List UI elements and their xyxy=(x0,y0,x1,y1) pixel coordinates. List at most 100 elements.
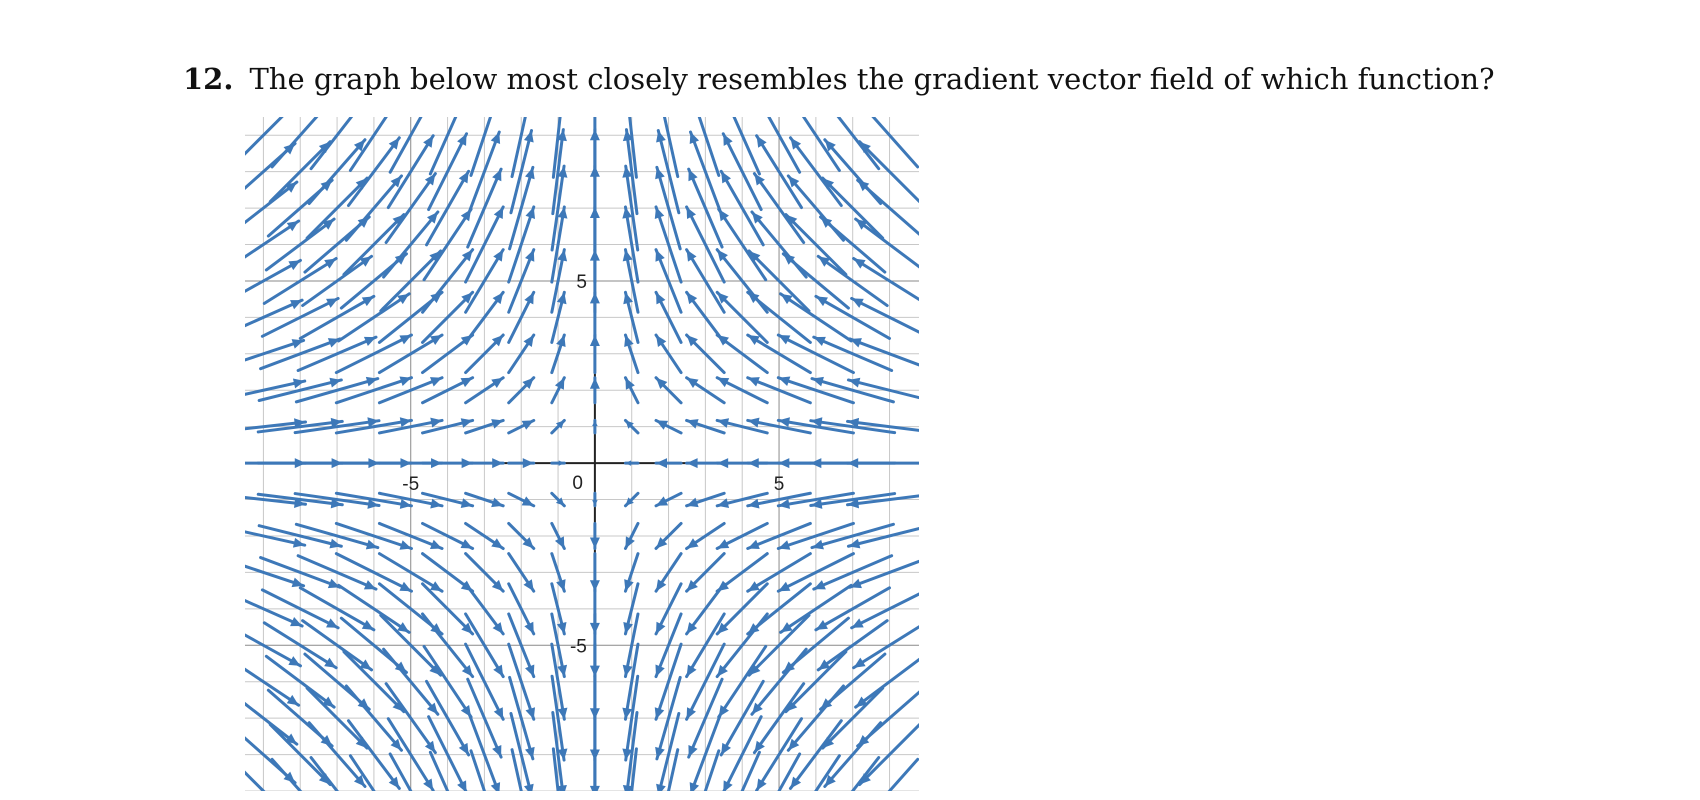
vector-arrow xyxy=(427,132,469,212)
vector-arrow xyxy=(337,583,411,634)
vector-arrow xyxy=(421,248,475,314)
vector-arrow xyxy=(334,491,413,509)
vector-arrow xyxy=(346,719,401,790)
vector-arrow xyxy=(589,376,600,405)
vector-arrow xyxy=(259,556,342,589)
vector-arrow xyxy=(722,715,763,791)
vector-arrow xyxy=(801,117,841,172)
vector-arrow xyxy=(469,117,493,177)
vector-arrow xyxy=(507,491,536,508)
vector-arrow xyxy=(334,417,413,435)
vector-arrow xyxy=(245,633,302,668)
vector-arrow xyxy=(510,748,523,791)
x-tick-label: -5 xyxy=(402,474,419,495)
vector-arrow xyxy=(623,552,640,593)
vector-arrow xyxy=(746,333,812,375)
vector-arrow xyxy=(685,376,726,405)
vector-arrow xyxy=(550,642,568,721)
vector-arrow xyxy=(337,292,411,343)
vector-arrow xyxy=(654,642,683,721)
vector-arrow xyxy=(715,582,769,636)
vector-arrow xyxy=(464,612,505,679)
vector-arrow xyxy=(788,136,843,208)
vector-arrow xyxy=(382,210,440,279)
vector-arrow xyxy=(850,592,919,630)
vector-arrow xyxy=(776,521,855,550)
vector-arrow xyxy=(854,217,919,269)
vector-arrow xyxy=(871,117,919,169)
vector-arrow xyxy=(776,333,855,375)
vector-arrow xyxy=(421,521,475,550)
vector-arrow xyxy=(746,552,812,593)
vector-arrow xyxy=(593,117,597,180)
vector-arrow xyxy=(245,258,302,293)
vector-arrow xyxy=(628,117,638,179)
vector-arrow xyxy=(654,248,683,314)
vector-arrow xyxy=(268,140,332,204)
vector-arrow xyxy=(689,713,722,791)
vector-arrow xyxy=(348,117,388,172)
vector-arrow xyxy=(245,338,306,362)
vector-arrow xyxy=(689,130,722,213)
vector-arrow xyxy=(788,719,843,790)
vector-arrow xyxy=(464,521,505,550)
vector-arrow xyxy=(507,458,536,469)
vector-arrow xyxy=(342,650,406,714)
vector-arrow xyxy=(262,621,338,670)
grid-lines xyxy=(245,117,919,791)
vector-arrow xyxy=(464,333,505,375)
vector-arrow xyxy=(623,460,640,466)
vector-arrow xyxy=(464,290,505,344)
vector-arrow xyxy=(550,205,568,284)
vector-arrow xyxy=(464,552,505,593)
vector-arrow xyxy=(784,650,848,714)
vector-arrow xyxy=(509,711,534,791)
vector-arrow xyxy=(388,752,413,791)
x-tick-label: 5 xyxy=(774,474,785,495)
vector-arrow xyxy=(245,298,304,328)
vector-arrow xyxy=(852,625,919,670)
vector-arrow xyxy=(816,619,889,672)
vector-arrow xyxy=(550,418,566,435)
vector-arrow xyxy=(421,376,475,405)
vector-arrow xyxy=(377,491,444,509)
vector-arrow xyxy=(421,612,475,679)
vector-arrow xyxy=(427,715,468,791)
vector-arrow xyxy=(776,417,855,435)
vector-arrow xyxy=(848,337,919,367)
vector-arrow xyxy=(507,290,536,344)
vector-arrow xyxy=(685,521,726,550)
vector-arrow xyxy=(656,711,681,791)
vector-arrow xyxy=(384,172,437,245)
vector-arrow xyxy=(685,612,726,679)
origin-label: 0 xyxy=(572,473,583,494)
vector-arrow xyxy=(810,376,895,404)
vector-arrow xyxy=(301,619,374,672)
vector-arrow xyxy=(301,254,374,308)
vector-arrow xyxy=(550,491,566,508)
vector-arrow xyxy=(630,747,638,791)
vector-arrow xyxy=(654,491,683,508)
vector-arrow xyxy=(715,521,769,550)
y-tick-label: 5 xyxy=(576,272,587,293)
vector-arrow xyxy=(685,491,726,508)
vector-arrow xyxy=(508,675,535,761)
vector-arrow xyxy=(715,376,769,405)
vector-arrow xyxy=(654,521,683,550)
vector-arrow xyxy=(507,418,536,435)
vector-arrow xyxy=(334,521,413,550)
vector-arrow xyxy=(622,205,640,284)
vector-arrow xyxy=(428,117,458,176)
vector-arrow xyxy=(464,205,505,284)
vector-arrow xyxy=(309,117,354,171)
vector-arrow xyxy=(245,117,284,156)
vector-arrow xyxy=(662,117,680,179)
vector-arrow xyxy=(845,458,919,469)
vector-arrow xyxy=(623,376,640,405)
vector-arrow xyxy=(836,117,881,171)
vector-arrow xyxy=(508,165,535,251)
vector-arrow xyxy=(348,754,376,791)
vector-arrow xyxy=(887,757,919,791)
vector-arrow xyxy=(551,117,562,179)
vector-arrow xyxy=(846,417,919,432)
